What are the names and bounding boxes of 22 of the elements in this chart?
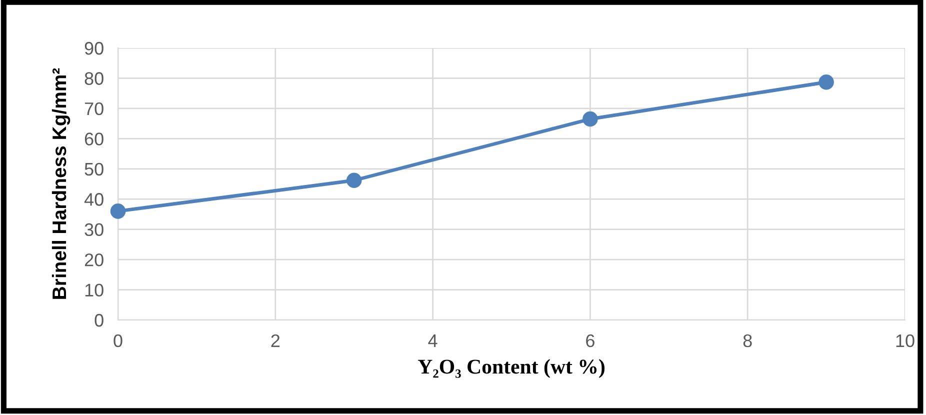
y-tick-label: 0 <box>94 314 104 327</box>
y-tick-label: 20 <box>84 253 104 266</box>
y-axis-title: Brinell Hardness Kg/mm² <box>52 68 70 299</box>
y-tick-label: 50 <box>84 162 104 176</box>
x-tick-label: 8 <box>743 334 752 348</box>
x-tick-label: 10 <box>896 334 914 348</box>
x-tick-label: 4 <box>428 334 438 347</box>
point <box>110 204 126 219</box>
y-tick-label: 70 <box>84 102 104 116</box>
point <box>582 111 598 127</box>
y-tick-label: 90 <box>84 42 104 55</box>
x-tick-label: 2 <box>271 334 280 347</box>
y-tick-label: 60 <box>84 132 104 146</box>
y-tick-label: 80 <box>84 72 104 85</box>
x-axis-title: Y₂O₃ Content (wt %) <box>418 359 604 378</box>
y-tick-label: 30 <box>84 223 104 236</box>
point <box>346 172 362 188</box>
x-tick-label: 6 <box>586 334 594 348</box>
x-tick-label: 0 <box>114 334 122 348</box>
y-tick-label: 40 <box>84 193 104 206</box>
y-tick-label: 10 <box>85 284 104 296</box>
point <box>818 74 834 90</box>
